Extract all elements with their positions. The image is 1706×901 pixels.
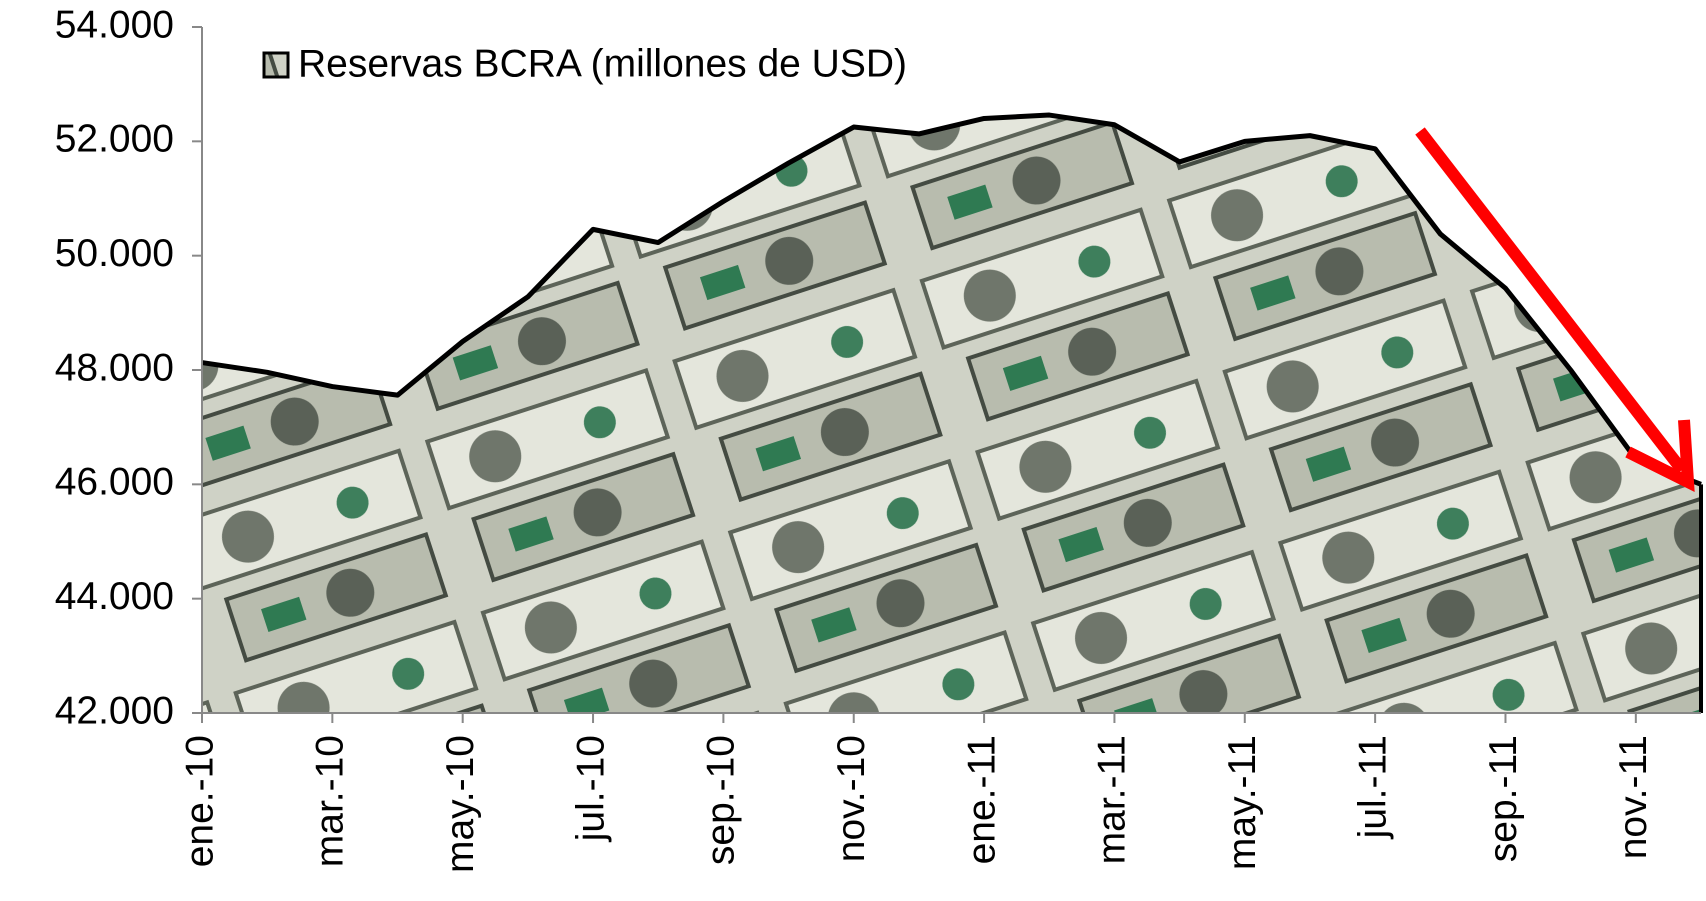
x-tick-label: nov.-11 — [1612, 735, 1655, 859]
y-tick-label: 54.000 — [55, 3, 174, 46]
legend-swatch — [262, 51, 290, 79]
x-tick-label: ene.-11 — [960, 735, 1003, 864]
x-tick-label: mar.-11 — [1091, 735, 1134, 864]
y-tick-label: 50.000 — [55, 232, 174, 275]
x-tick-label: mar.-10 — [309, 735, 352, 867]
x-tick-label: may.-10 — [439, 735, 482, 873]
plot-area: 42.000 44.000 46.000 48.000 50.000 52.000 54.0… — [55, 3, 1703, 873]
x-tick-label: jul.-10 — [569, 735, 612, 842]
y-tick-label: 44.000 — [55, 575, 174, 618]
arrow-shaft — [1415, 127, 1687, 474]
x-tick-label: jul.-11 — [1351, 735, 1394, 839]
y-tick-label: 48.000 — [55, 346, 174, 389]
area-line — [201, 112, 1702, 487]
x-tick-label: nov.-10 — [830, 735, 873, 862]
y-tick-label: 46.000 — [55, 461, 174, 504]
area-fill — [202, 115, 1701, 713]
x-tick-label: sep.-10 — [700, 735, 743, 865]
arrow-head — [1625, 419, 1695, 493]
legend: Reservas BCRA (millones de USD) — [262, 42, 907, 85]
y-tick-label: 52.000 — [55, 118, 174, 161]
legend-label: Reservas BCRA (millones de USD) — [298, 42, 907, 85]
trend-arrow — [1415, 127, 1695, 493]
y-tick-label: 42.000 — [55, 689, 174, 732]
x-tick-label: may.-11 — [1221, 735, 1264, 870]
x-tick-label: sep.-11 — [1482, 735, 1525, 862]
x-tick-label: ene.-10 — [178, 735, 221, 867]
